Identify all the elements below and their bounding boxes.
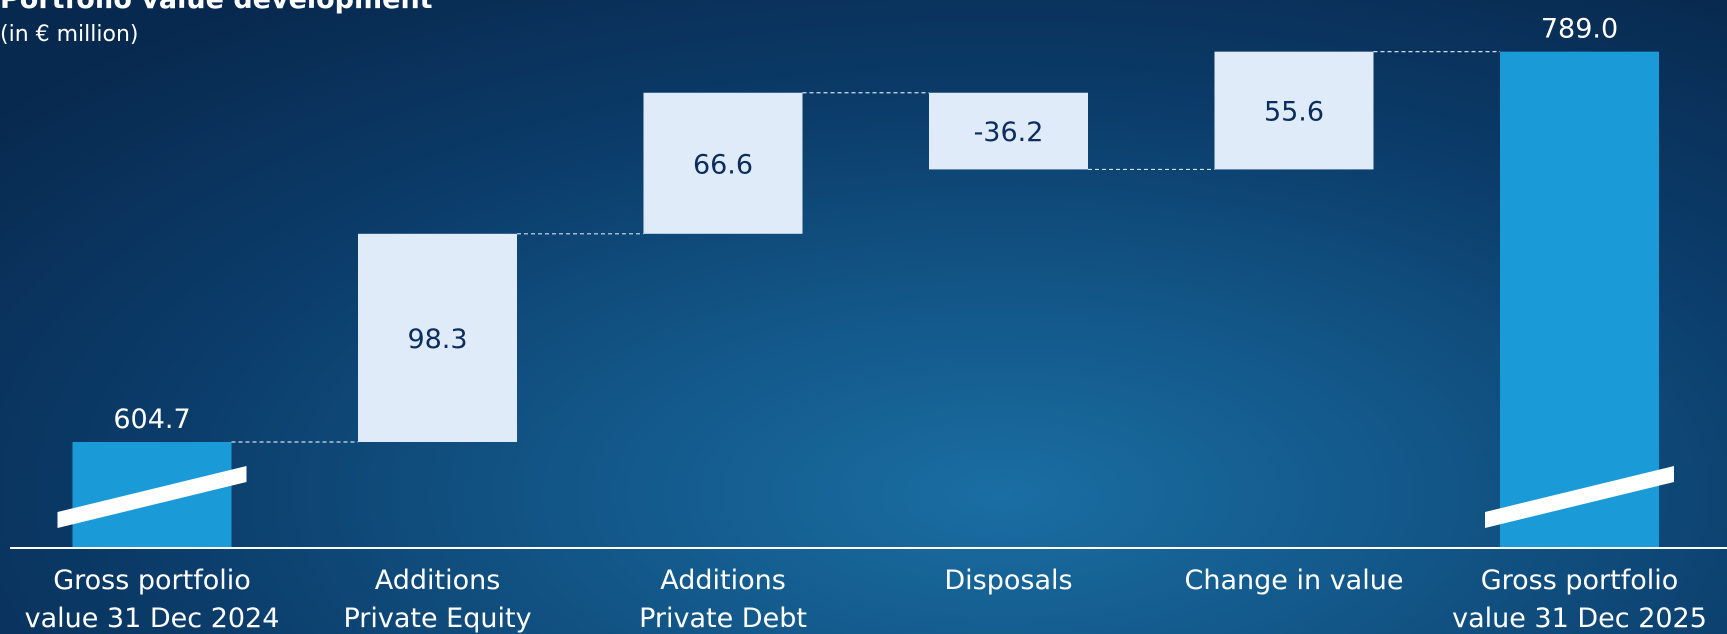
category-label: value 31 Dec 2024 bbox=[25, 603, 280, 634]
category-label: Gross portfolio bbox=[53, 565, 251, 596]
category-label: Disposals bbox=[944, 565, 1072, 596]
total-bar bbox=[1500, 51, 1659, 549]
category-label: Additions bbox=[375, 565, 501, 596]
bar-value-label: 604.7 bbox=[113, 404, 190, 435]
axis-break-mark bbox=[1485, 466, 1674, 528]
category-label: Additions bbox=[660, 565, 786, 596]
step-bar bbox=[358, 233, 517, 442]
category-label: Gross portfolio bbox=[1481, 565, 1679, 596]
category-label: Private Debt bbox=[639, 603, 807, 634]
category-label: value 31 Dec 2025 bbox=[1452, 603, 1707, 634]
step-bar bbox=[643, 92, 803, 234]
axis-break-mark bbox=[57, 466, 247, 528]
chart-subtitle: (in € million) bbox=[0, 22, 139, 47]
bar-value-label: 66.6 bbox=[693, 149, 753, 180]
bar-value-label: -36.2 bbox=[974, 117, 1044, 148]
bar-value-label: 55.6 bbox=[1264, 97, 1324, 128]
step-bar bbox=[1214, 51, 1374, 170]
step-bar bbox=[929, 92, 1088, 170]
chart-title: Portfolio value development bbox=[0, 0, 433, 16]
bar-value-label: 789.0 bbox=[1541, 14, 1618, 45]
category-label: Change in value bbox=[1185, 565, 1404, 596]
bar-value-label: 98.3 bbox=[407, 324, 467, 355]
category-label: Private Equity bbox=[343, 603, 531, 634]
